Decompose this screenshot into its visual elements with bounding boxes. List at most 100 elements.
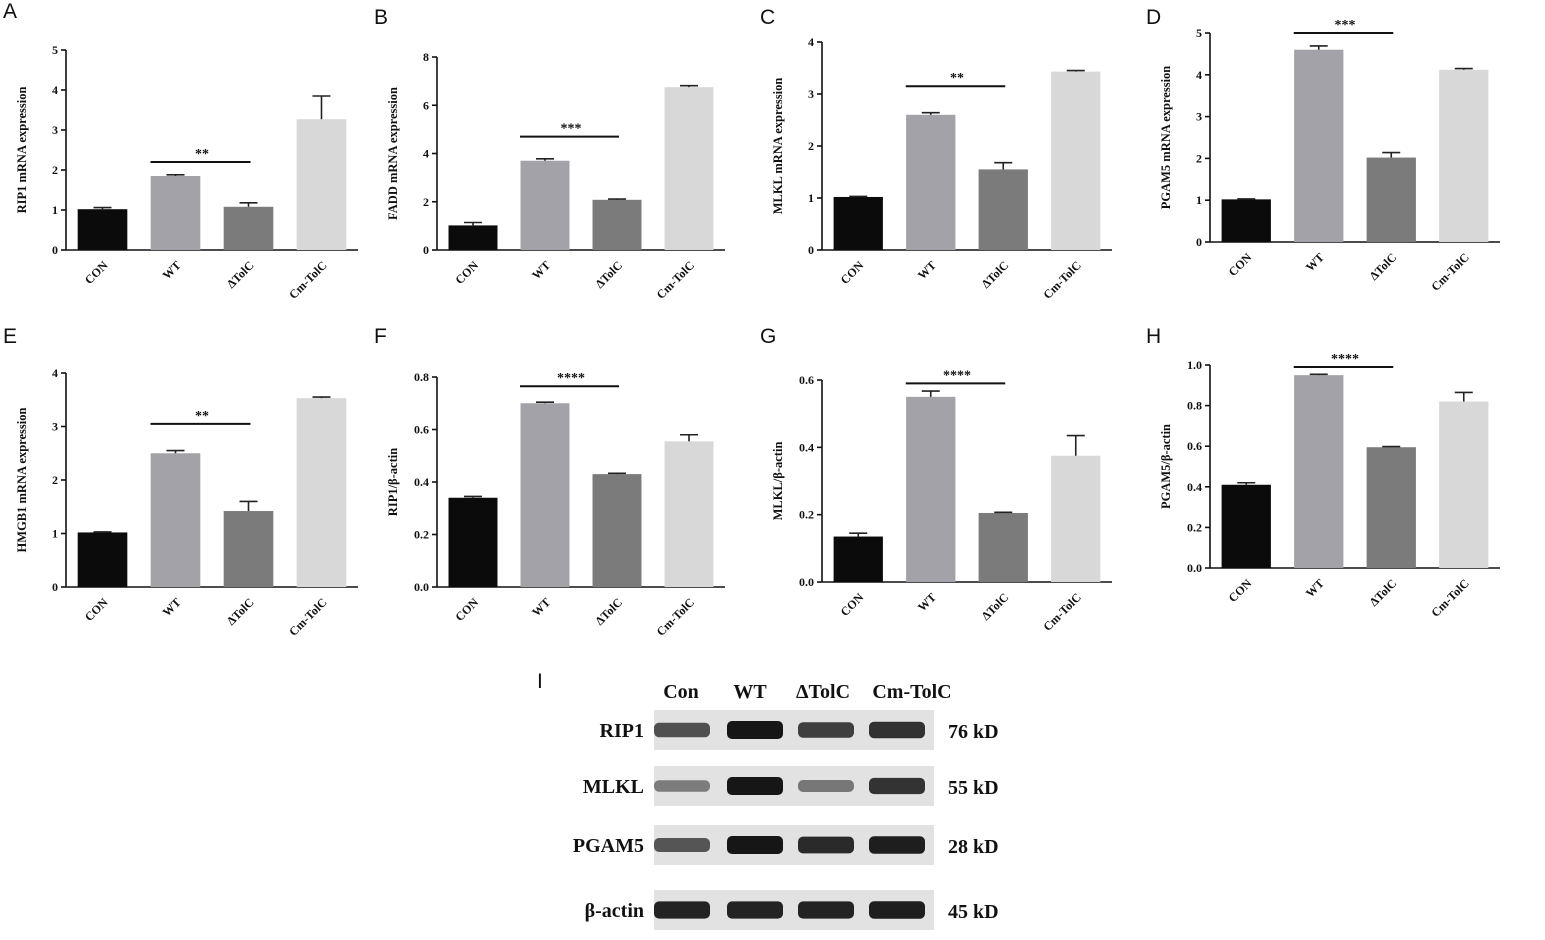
category-label: ΔTolC <box>592 258 625 291</box>
y-tick-label: 2 <box>808 139 814 153</box>
category-label: WT <box>1303 250 1327 274</box>
blot-band <box>727 836 783 854</box>
y-tick-label: 4 <box>1196 68 1202 82</box>
panel-letter: F <box>374 325 387 348</box>
y-tick-label: 6 <box>423 98 429 112</box>
panel-letter: G <box>760 325 776 348</box>
bar <box>592 199 642 250</box>
panel-letter: D <box>1146 6 1161 29</box>
category-label: ΔTolC <box>224 258 257 291</box>
bar <box>978 169 1028 250</box>
protein-label: PGAM5 <box>573 835 644 857</box>
y-tick-label: 1 <box>52 203 58 217</box>
y-tick-label: 0.4 <box>799 440 814 454</box>
y-tick-label: 0.0 <box>1187 561 1202 575</box>
bar <box>223 206 274 250</box>
bar <box>448 497 498 587</box>
y-tick-label: 8 <box>423 50 429 64</box>
blot-band <box>798 780 854 792</box>
y-tick-label: 0.8 <box>414 370 429 384</box>
y-tick-label: 4 <box>423 147 429 161</box>
panel-b-chart: B 0 2 4 6 8 FADD mRNA expression CON WT ΔTolC Cm-T… <box>374 6 725 302</box>
category-label: ΔTolC <box>1367 250 1400 283</box>
blot-band <box>869 901 925 919</box>
y-tick-label: 1 <box>52 527 58 541</box>
y-tick-label: 0 <box>423 243 429 257</box>
bar <box>833 536 883 582</box>
molecular-weight-label: 28 kD <box>948 836 999 858</box>
y-axis-label: HMGB1 mRNA expression <box>15 408 29 553</box>
panel-a-chart: A 0 1 2 3 4 5 RIP1 mRNA expression CON WT ΔTolC Cm-… <box>3 0 358 302</box>
category-label: Cm-TolC <box>286 258 330 302</box>
y-tick-label: 1 <box>1196 193 1202 207</box>
protein-label: MLKL <box>583 776 644 798</box>
category-label: WT <box>160 595 184 619</box>
molecular-weight-label: 76 kD <box>948 721 999 743</box>
y-tick-label: 0 <box>52 243 58 257</box>
bar <box>1051 455 1101 582</box>
bar <box>223 511 274 587</box>
y-tick-label: 0.6 <box>414 423 429 437</box>
y-tick-label: 3 <box>808 87 814 101</box>
lane-label: Cm-TolC <box>872 681 951 703</box>
bar <box>150 176 201 250</box>
y-tick-label: 3 <box>1196 110 1202 124</box>
y-tick-label: 1.0 <box>1187 358 1202 372</box>
y-axis-label: RIP1 mRNA expression <box>15 87 29 214</box>
y-tick-label: 0.6 <box>1187 439 1202 453</box>
panel-i-western-blot: I Con WT ΔTolC Cm-TolC RIP1 76 kD MLKL 55 kD PGAM… <box>537 670 999 930</box>
category-label: ΔTolC <box>592 595 625 628</box>
bar <box>592 474 642 587</box>
y-axis-label: RIP1/β-actin <box>386 448 400 516</box>
category-label: ΔTolC <box>224 595 257 628</box>
bar <box>906 396 956 582</box>
bar <box>1366 157 1416 242</box>
category-label: ΔTolC <box>979 258 1012 291</box>
blot-band <box>798 901 854 919</box>
category-label: Cm-TolC <box>1428 576 1472 620</box>
bar <box>664 441 714 587</box>
blot-band <box>727 721 783 739</box>
category-label: CON <box>452 258 481 287</box>
bar <box>1366 447 1416 568</box>
bar <box>906 114 956 250</box>
bar <box>833 196 883 250</box>
bar <box>1221 199 1271 242</box>
blot-band <box>727 901 783 919</box>
y-tick-label: 5 <box>1196 26 1202 40</box>
significance-stars: **** <box>557 371 585 386</box>
y-tick-label: 4 <box>808 35 814 49</box>
y-tick-label: 2 <box>423 195 429 209</box>
panel-g-chart: G 0.0 0.2 0.4 0.6 MLKL/β-actin CON WT ΔTolC Cm-To… <box>760 325 1112 634</box>
panel-h-chart: H 0.0 0.2 0.4 0.6 0.8 1.0 PGAM5/β-actin CON WT ΔTo… <box>1146 325 1500 620</box>
y-axis-label: MLKL mRNA expression <box>771 78 785 215</box>
blot-band <box>654 838 710 852</box>
molecular-weight-label: 45 kD <box>948 901 999 923</box>
bar <box>448 225 498 250</box>
blot-band <box>869 836 925 854</box>
panel-letter: C <box>760 6 775 29</box>
bar <box>520 160 570 250</box>
significance-stars: ** <box>195 147 209 162</box>
panel-c-chart: C 0 1 2 3 4 MLKL mRNA expression CON WT ΔTolC Cm-T… <box>760 6 1112 302</box>
y-axis-label: PGAM5/β-actin <box>1159 424 1173 509</box>
y-tick-label: 3 <box>52 420 58 434</box>
panel-letter: H <box>1146 325 1161 348</box>
blot-band <box>654 722 710 738</box>
blot-band <box>798 722 854 738</box>
bar <box>1294 49 1344 242</box>
y-tick-label: 4 <box>52 366 58 380</box>
category-label: CON <box>82 595 111 624</box>
y-tick-label: 0.4 <box>414 475 429 489</box>
y-tick-label: 0.0 <box>799 575 814 589</box>
category-label: WT <box>160 258 184 282</box>
category-label: ΔTolC <box>1367 576 1400 609</box>
molecular-weight-label: 55 kD <box>948 777 999 799</box>
blot-band <box>654 780 710 792</box>
lane-label: WT <box>733 681 767 703</box>
significance-stars: *** <box>561 122 582 137</box>
y-axis-label: PGAM5 mRNA expression <box>1159 66 1173 210</box>
category-label: WT <box>1303 576 1327 600</box>
y-axis-label: FADD mRNA expression <box>386 87 400 220</box>
lane-label: ΔTolC <box>796 681 850 703</box>
